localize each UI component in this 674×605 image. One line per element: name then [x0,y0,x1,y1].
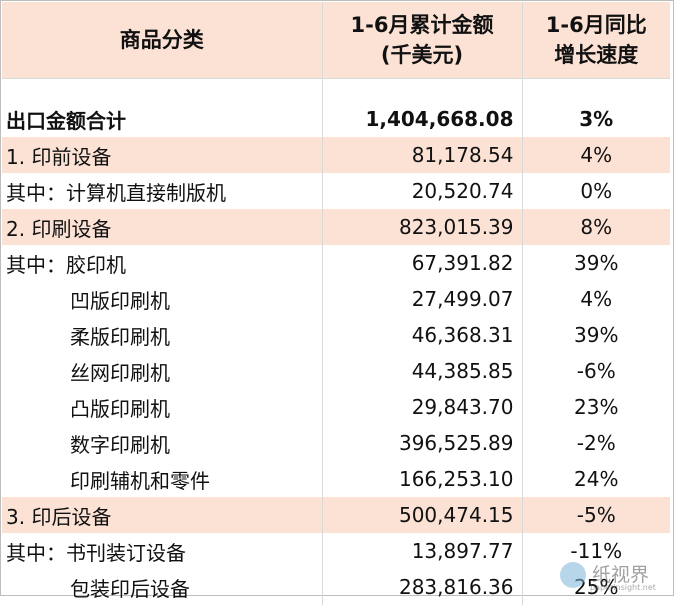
row-label: 出口金额合计 [2,101,323,137]
header-cumulative-amount-line1: 1-6月累计金额 [350,13,494,37]
table-row: 数字印刷机 396,525.89 -2% [2,425,670,461]
row-label: 其中：胶印机 [2,245,323,281]
header-growth-rate-line1: 1-6月同比 [545,13,647,37]
table-row: 3. 印后设备 500,474.15 -5% [2,497,670,533]
row-value: 81,178.54 [322,137,523,173]
header-category: 商品分类 [2,2,323,79]
row-label: 1. 印前设备 [2,137,323,173]
row-label: 凸版印刷机 [2,389,323,425]
row-growth: 0% [580,179,613,203]
row-growth: 24% [574,467,619,491]
table-row: 其中：胶印机 67,391.82 39% [2,245,670,281]
table-row: 丝网印刷机 44,385.85 -6% [2,353,670,389]
row-label: 2. 印刷设备 [2,209,323,245]
table-row: 印刷辅机和零件 166,253.10 24% [2,461,670,497]
row-growth: -2% [576,431,616,455]
table-row: 其中：计算机直接制版机 20,520.74 0% [2,173,670,209]
row-growth: -6% [576,359,616,383]
row-growth: 23% [574,395,619,419]
row-growth: 39% [574,251,619,275]
table-row: 出口金额合计 1,404,668.08 3% [2,101,670,137]
row-growth: 4% [522,137,670,173]
row-label: 数字印刷机 [2,425,323,461]
header-cumulative-amount-line2: (千美元) [380,43,464,67]
row-growth: 39% [574,323,619,347]
header-growth-rate-line2: 增长速度 [554,43,639,67]
row-growth: -11% [570,539,623,563]
row-growth: 8% [522,209,670,245]
row-value: 29,843.70 [322,389,523,425]
row-growth: 4% [580,287,613,311]
spacer-row [2,78,670,101]
row-value: 396,525.89 [322,425,523,461]
row-value: 46,368.31 [322,317,523,353]
row-value: 166,253.10 [322,461,523,497]
table-row: 凹版印刷机 27,499.07 4% [2,281,670,317]
table-row: 1. 印前设备 81,178.54 4% [2,137,670,173]
row-label: 印刷辅机和零件 [2,461,323,497]
row-value: 823,015.39 [322,209,523,245]
row-label: 凹版印刷机 [2,281,323,317]
row-value: 500,474.15 [322,497,523,533]
row-value: 13,897.77 [322,533,523,569]
table-row: 2. 印刷设备 823,015.39 8% [2,209,670,245]
header-cumulative-amount: 1-6月累计金额 (千美元) [322,2,523,79]
row-label: 柔版印刷机 [2,317,323,353]
row-value: 67,391.82 [322,245,523,281]
row-value: 1,404,668.08 [322,101,523,137]
table-row: 包装印后设备 283,816.36 25% [2,569,670,605]
table-row: 其中：书刊装订设备 13,897.77 -11% [2,533,670,569]
row-value: 27,499.07 [322,281,523,317]
row-label: 其中：计算机直接制版机 [2,173,323,209]
row-value: 20,520.74 [322,173,523,209]
table-row: 凸版印刷机 29,843.70 23% [2,389,670,425]
row-label: 丝网印刷机 [2,353,323,389]
row-label: 其中：书刊装订设备 [2,533,323,569]
table-header-row: 商品分类 1-6月累计金额 (千美元) 1-6月同比 增长速度 [2,2,670,79]
table-row: 柔版印刷机 46,368.31 39% [2,317,670,353]
row-label: 包装印后设备 [2,569,323,605]
row-growth: 3% [579,107,614,131]
row-growth: -5% [522,497,670,533]
header-growth-rate: 1-6月同比 增长速度 [522,2,670,79]
row-value: 283,816.36 [322,569,523,605]
row-label: 3. 印后设备 [2,497,323,533]
row-growth: 25% [574,575,619,599]
row-value: 44,385.85 [322,353,523,389]
